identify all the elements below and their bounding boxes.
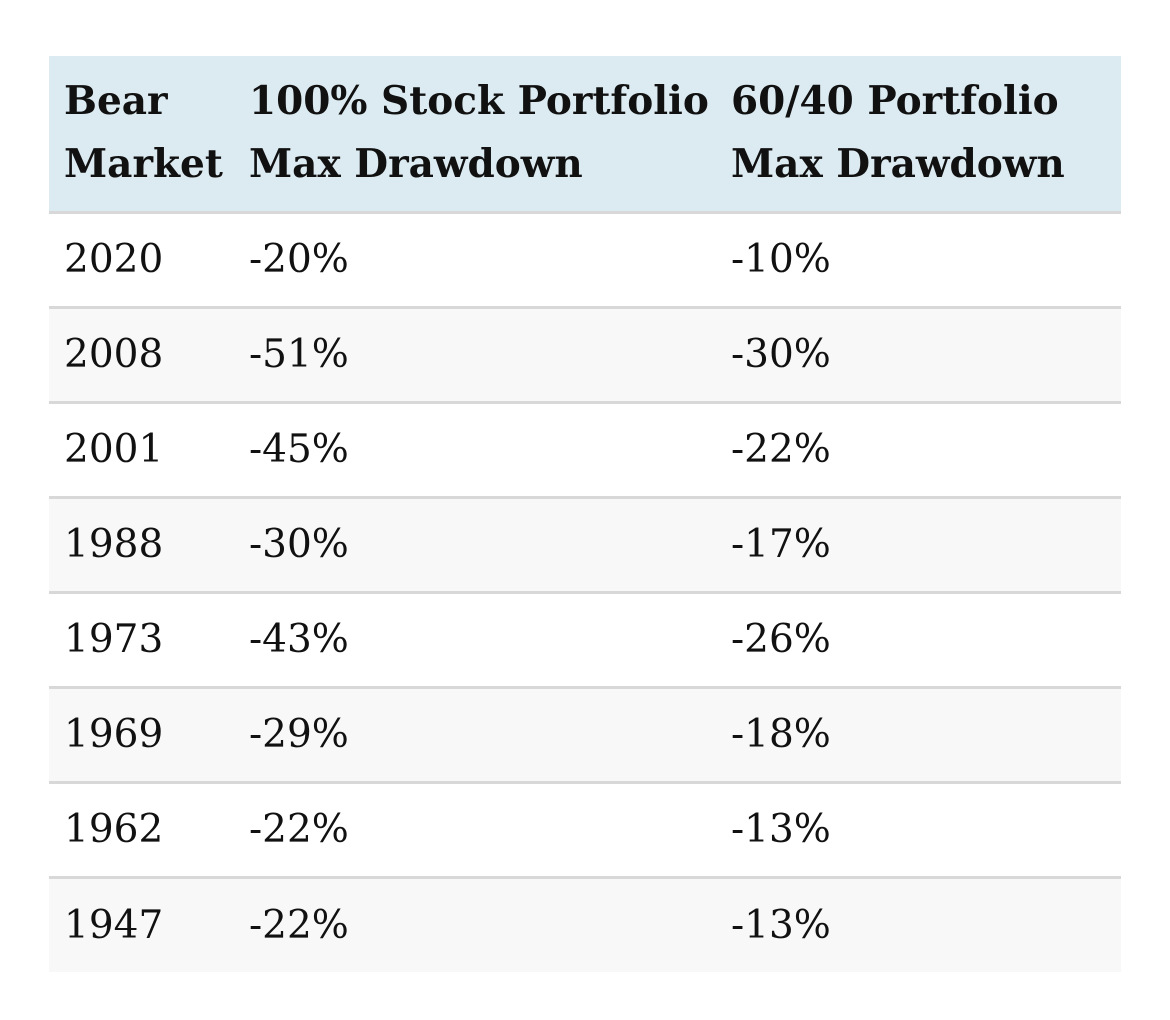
cell-6040-drawdown: -10% xyxy=(716,212,1121,309)
header-text-line: Bear xyxy=(64,78,168,125)
drawdown-table-container: Bear Market 100% Stock Portfolio Max Dra… xyxy=(49,56,1121,972)
table-row: 2008 -51% -30% xyxy=(49,307,1121,404)
cell-6040-drawdown: -18% xyxy=(716,687,1121,784)
cell-stock-drawdown: -29% xyxy=(234,687,716,784)
cell-stock-drawdown: -22% xyxy=(234,782,716,879)
table-row: 1962 -22% -13% xyxy=(49,782,1121,879)
cell-year: 2001 xyxy=(49,402,234,499)
header-text-line: 60/40 Portfolio xyxy=(731,78,1059,125)
cell-stock-drawdown: -20% xyxy=(234,212,716,309)
cell-year: 1988 xyxy=(49,497,234,594)
cell-year: 1947 xyxy=(64,902,164,948)
header-stock-portfolio-drawdown: 100% Stock Portfolio Max Drawdown xyxy=(234,56,716,214)
cell-year: 1962 xyxy=(49,782,234,879)
cell-stock-drawdown: -51% xyxy=(234,307,716,404)
cell-stock-drawdown: -45% xyxy=(234,402,716,499)
cell-stock-drawdown: -22% xyxy=(249,902,349,948)
cell-year: 1969 xyxy=(49,687,234,784)
table-body: 2020 -20% -10% 2008 -51% -30% 2001 -45% … xyxy=(49,212,1121,972)
bear-market-drawdown-table: Bear Market 100% Stock Portfolio Max Dra… xyxy=(49,56,1121,972)
cell-stock-drawdown: -43% xyxy=(234,592,716,689)
cell-year: 2008 xyxy=(49,307,234,404)
table-row: 1988 -30% -17% xyxy=(49,497,1121,594)
header-text-line: Market xyxy=(64,141,223,188)
cell-6040-drawdown: -17% xyxy=(716,497,1121,594)
cell-stock-drawdown: -30% xyxy=(234,497,716,594)
cell-6040-drawdown: -13% xyxy=(716,782,1121,879)
cell-6040-drawdown: -30% xyxy=(716,307,1121,404)
header-6040-portfolio-drawdown: 60/40 Portfolio Max Drawdown xyxy=(716,56,1121,214)
table-row: 1973 -43% -26% xyxy=(49,592,1121,689)
cell-year: 2020 xyxy=(49,212,234,309)
cell-6040-drawdown: -26% xyxy=(716,592,1121,689)
header-bear-market: Bear Market xyxy=(49,56,234,214)
cell-6040-drawdown: -13% xyxy=(731,902,831,948)
table-header: Bear Market 100% Stock Portfolio Max Dra… xyxy=(49,56,1121,214)
table-row: 2020 -20% -10% xyxy=(49,212,1121,309)
cell-year: 1973 xyxy=(49,592,234,689)
header-text-line: Max Drawdown xyxy=(731,141,1065,188)
table-row: 1947 -22% -13% xyxy=(49,877,1121,972)
table-row: 1969 -29% -18% xyxy=(49,687,1121,784)
cell-6040-drawdown: -22% xyxy=(716,402,1121,499)
table-row: 2001 -45% -22% xyxy=(49,402,1121,499)
header-text-line: Max Drawdown xyxy=(249,141,583,188)
header-row: Bear Market 100% Stock Portfolio Max Dra… xyxy=(49,56,1121,214)
header-text-line: 100% Stock Portfolio xyxy=(249,78,709,125)
